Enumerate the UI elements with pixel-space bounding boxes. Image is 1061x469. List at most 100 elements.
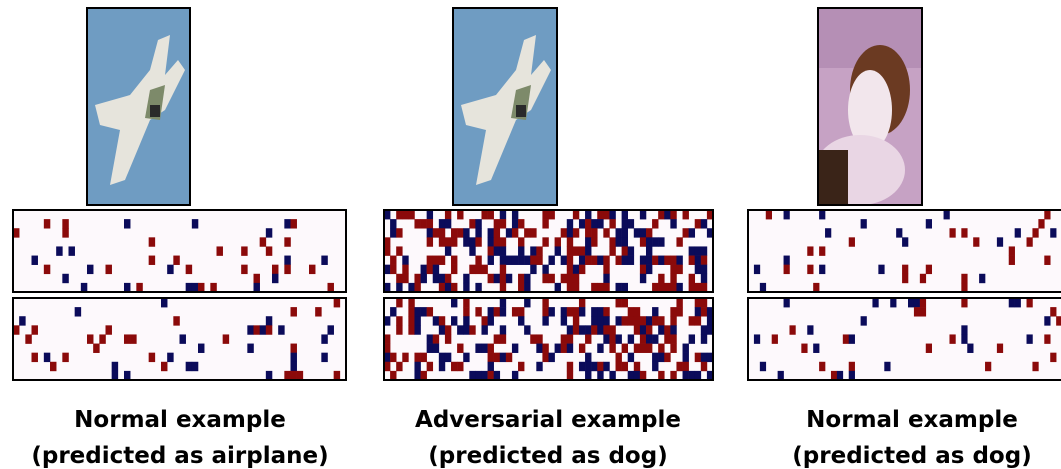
spike: [272, 265, 278, 274]
spike: [402, 274, 408, 283]
spike: [585, 362, 591, 371]
spike: [500, 283, 506, 292]
spike: [549, 210, 555, 219]
spike: [622, 228, 628, 237]
spike: [396, 210, 402, 219]
spike: [124, 283, 130, 292]
spike: [500, 307, 506, 316]
spike: [445, 334, 451, 343]
spike: [518, 316, 524, 325]
spike: [457, 362, 463, 371]
spike: [567, 307, 573, 316]
spike: [512, 228, 518, 237]
spike: [414, 371, 420, 380]
spike: [658, 344, 664, 353]
spike: [494, 237, 500, 246]
spike: [439, 228, 445, 237]
spike: [469, 265, 475, 274]
spike: [433, 316, 439, 325]
spike: [914, 298, 920, 307]
spike: [689, 334, 695, 343]
spike: [652, 353, 658, 362]
spike: [1044, 316, 1050, 325]
spike: [801, 344, 807, 353]
spike: [408, 307, 414, 316]
spike: [512, 210, 518, 219]
spike: [591, 325, 597, 334]
spike: [427, 219, 433, 228]
spike: [664, 353, 670, 362]
spike: [396, 283, 402, 292]
spike: [198, 283, 204, 292]
spike: [591, 307, 597, 316]
spike: [81, 283, 87, 292]
spike: [87, 265, 93, 274]
spike: [445, 210, 451, 219]
spike: [1050, 353, 1056, 362]
spike: [390, 371, 396, 380]
spike: [670, 325, 676, 334]
spike: [920, 274, 926, 283]
spike: [433, 256, 439, 265]
spike: [622, 246, 628, 255]
spike: [451, 298, 457, 307]
spike: [451, 228, 457, 237]
spike: [597, 283, 603, 292]
spike: [861, 316, 867, 325]
spike: [469, 371, 475, 380]
spike: [961, 325, 967, 334]
spike: [524, 283, 530, 292]
spike: [670, 274, 676, 283]
spike: [396, 325, 402, 334]
spike: [754, 334, 760, 343]
spike: [683, 228, 689, 237]
spike: [573, 325, 579, 334]
spike: [676, 298, 682, 307]
spike: [658, 210, 664, 219]
spike: [254, 283, 260, 292]
spike: [676, 307, 682, 316]
spike: [961, 228, 967, 237]
spike: [278, 325, 284, 334]
spike: [500, 256, 506, 265]
input-image: [87, 8, 190, 205]
spike: [819, 265, 825, 274]
spike: [689, 256, 695, 265]
spike: [315, 307, 321, 316]
spike: [1044, 256, 1050, 265]
spike: [609, 325, 615, 334]
spike: [463, 283, 469, 292]
spike: [390, 256, 396, 265]
spike: [1050, 228, 1056, 237]
spike: [518, 237, 524, 246]
spike: [997, 344, 1003, 353]
spike: [664, 325, 670, 334]
spike: [500, 246, 506, 255]
spike: [536, 256, 542, 265]
spike: [260, 325, 266, 334]
spike: [254, 274, 260, 283]
spike: [457, 228, 463, 237]
spike: [961, 298, 967, 307]
spike: [689, 371, 695, 380]
spike: [1032, 228, 1038, 237]
spike: [1009, 246, 1015, 255]
spike: [475, 237, 481, 246]
spike: [112, 371, 118, 380]
spike: [1027, 237, 1033, 246]
spike: [518, 256, 524, 265]
spike: [622, 362, 628, 371]
spike: [585, 334, 591, 343]
spike: [518, 219, 524, 228]
spike: [914, 307, 920, 316]
spike: [807, 265, 813, 274]
spike: [149, 237, 155, 246]
spike: [266, 371, 272, 380]
spike: [396, 228, 402, 237]
spike: [652, 362, 658, 371]
spike: [634, 362, 640, 371]
spike: [890, 298, 896, 307]
spike: [463, 316, 469, 325]
spike: [646, 256, 652, 265]
spike: [512, 371, 518, 380]
